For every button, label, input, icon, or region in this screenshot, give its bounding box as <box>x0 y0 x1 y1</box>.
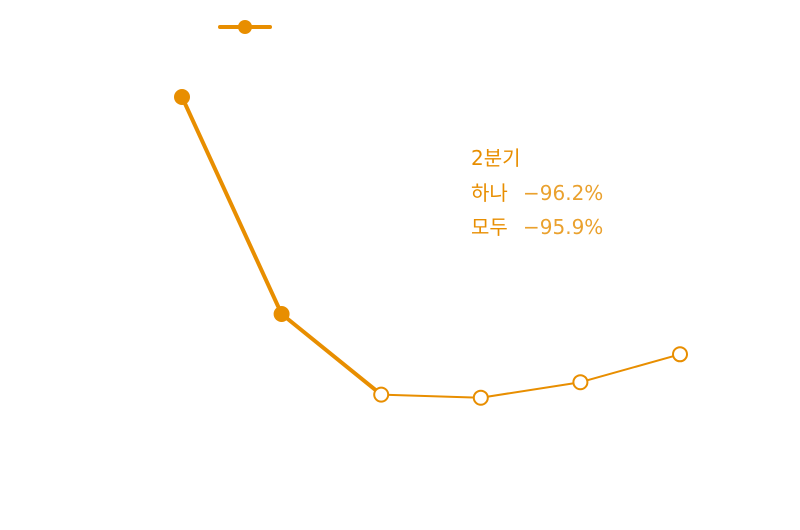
annotation-box: 2분기 하나 −96.2% 모두 −95.9% <box>471 146 603 239</box>
annotation-row-label: 하나 <box>471 181 508 205</box>
annotation-row-value: −95.9% <box>523 215 603 239</box>
series-layer <box>174 89 688 406</box>
data-point-hollow[interactable] <box>373 386 390 403</box>
legend-series-marker <box>238 20 252 34</box>
data-point-hollow[interactable] <box>672 346 688 363</box>
series-line-segment <box>180 95 284 316</box>
data-point-hollow[interactable] <box>472 389 489 406</box>
annotation-title: 2분기 <box>471 146 521 170</box>
data-point[interactable] <box>273 306 290 322</box>
data-point-hollow[interactable] <box>572 374 589 391</box>
series-line-segment <box>579 353 681 384</box>
series-line-segment <box>479 381 582 399</box>
data-point[interactable] <box>174 89 190 105</box>
legend <box>218 20 272 34</box>
series-line-segment <box>380 393 482 399</box>
series-line-segment <box>279 312 384 397</box>
annotation-row-value: −96.2% <box>523 181 603 205</box>
annotation-row-label: 모두 <box>471 215 508 239</box>
